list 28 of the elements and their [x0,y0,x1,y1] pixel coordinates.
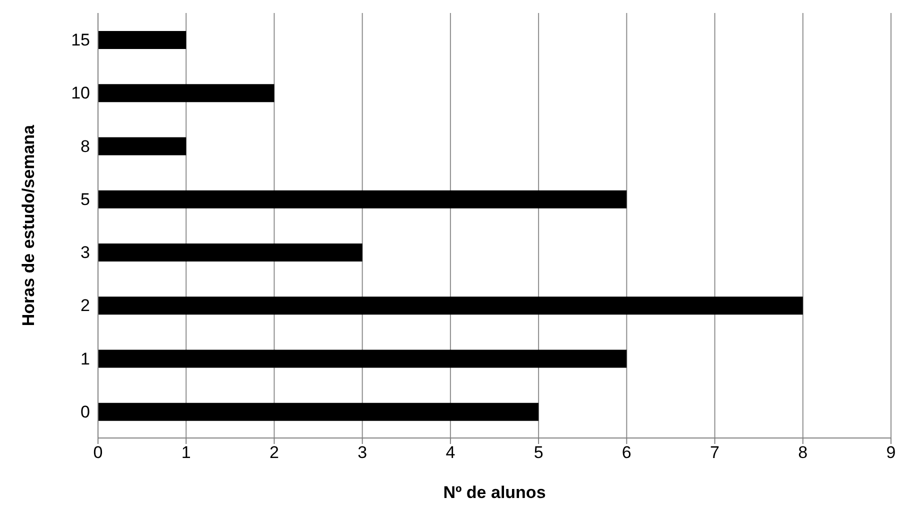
y-tick-label: 10 [71,84,90,103]
y-tick-label: 1 [80,349,90,368]
x-tick-label: 8 [798,443,808,462]
bar [98,31,186,49]
y-tick-label: 0 [80,402,90,422]
x-tick-label: 0 [93,443,103,462]
x-tick-label: 1 [181,443,191,462]
bar [98,190,627,208]
x-tick-label: 6 [622,443,632,462]
y-axis-title: Horas de estudo/semana [19,124,38,326]
x-tick-label: 2 [269,443,279,462]
bar [98,296,803,315]
y-tick-label: 8 [80,136,90,156]
x-axis-title: Nº de alunos [443,483,546,502]
bar [98,137,186,156]
bar [98,402,539,421]
y-tick-label: 5 [80,190,90,209]
x-tick-label: 7 [710,443,720,462]
x-tick-label: 9 [886,443,896,462]
x-tick-label: 3 [358,443,368,462]
y-tick-label: 15 [71,30,90,50]
x-tick-label: 5 [534,443,544,462]
bar [98,244,362,262]
x-tick-label: 4 [446,443,456,462]
bar [98,84,274,102]
y-tick-label: 3 [80,243,90,262]
y-tick-label: 2 [80,296,90,316]
bar [98,350,627,368]
